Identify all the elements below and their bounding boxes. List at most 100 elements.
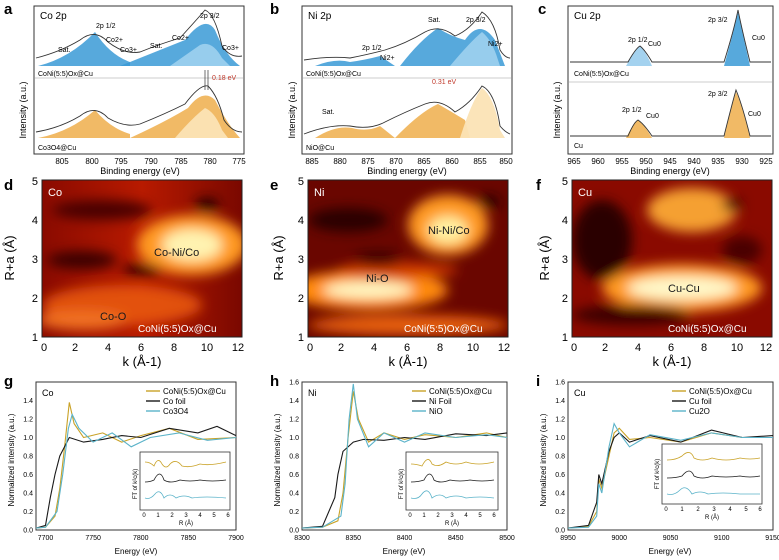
panel-a: a Intensity (a.u.) Co 2p 0.18 eV CoNi(5:… — [4, 1, 246, 176]
xtick-i-2: 9050 — [663, 535, 679, 542]
xtick-b-5: 860 — [445, 157, 459, 166]
legend-g-label-2: Co3O4 — [163, 407, 189, 416]
inset-g-ylabel: FT of k²c(k) — [133, 469, 139, 500]
xtick-f-6: 12 — [760, 342, 772, 354]
peak-b-2p12: 2p 1/2 — [362, 45, 382, 52]
panel-letter-a: a — [4, 1, 13, 18]
ytick-h-0: 0.0 — [289, 528, 299, 535]
xlabel-g: Energy (eV) — [115, 547, 158, 556]
xtick-d-1: 2 — [72, 342, 78, 354]
inset-g-t0: 0 — [142, 513, 146, 519]
ytick-e-5: 5 — [298, 176, 304, 188]
ytick-i-3: 0.6 — [555, 472, 565, 479]
ylabel-a: Intensity (a.u.) — [18, 81, 28, 138]
xtick-i-3: 9100 — [714, 535, 730, 542]
ytick-g-1: 0.2 — [23, 509, 33, 516]
inset-h-sample — [410, 459, 495, 467]
inset-g-ticks: 0 1 2 3 4 5 6 — [142, 513, 230, 519]
ytick-f-3: 3 — [562, 254, 568, 266]
sample-label-a-bot: Co3O4@Cu — [38, 145, 76, 152]
plot-frame-i — [567, 381, 774, 531]
sample-label-a-top: CoNi(5:5)Ox@Cu — [38, 71, 93, 78]
fill-c-top-1 — [626, 46, 652, 66]
inset-h-oxide — [410, 490, 495, 499]
xticks-d: 0 2 4 6 8 10 12 — [41, 342, 244, 354]
peak-c-2p12: 2p 1/2 — [628, 37, 648, 44]
heatmap-tag-e: Ni — [314, 187, 324, 199]
xtick-i-4: 9150 — [765, 535, 779, 542]
ytick-i-8: 1.6 — [555, 380, 565, 387]
xtick-a-2: 795 — [114, 157, 128, 166]
inset-i-t6: 6 — [758, 507, 762, 513]
series-g-1 — [35, 425, 237, 529]
ytick-h-5: 1.0 — [289, 435, 299, 442]
panel-tag-h: Ni — [308, 388, 317, 398]
ytick-d-2: 2 — [32, 293, 38, 305]
inset-h-t6: 6 — [492, 513, 496, 519]
ytick-h-3: 0.6 — [289, 472, 299, 479]
xtick-c-8: 925 — [759, 157, 773, 166]
sample-label-b-top: CoNi(5:5)Ox@Cu — [306, 71, 361, 78]
inset-g-oxide — [144, 491, 227, 499]
xtick-h-1: 8350 — [345, 535, 361, 542]
spectrum-c-bot — [570, 88, 771, 137]
legend-g-label-0: CoNi(5:5)Ox@Cu — [163, 387, 226, 396]
plot-frame-c — [567, 5, 774, 155]
peak-b-ni2: Ni2+ — [380, 55, 395, 62]
plot-frame-a — [33, 5, 245, 155]
xtick-d-4: 8 — [171, 342, 177, 354]
spectrum-b-top — [303, 11, 511, 61]
ytick-d-5: 5 — [32, 176, 38, 188]
series-g — [35, 402, 237, 529]
heatmap-ann1-d: Co-Ni/Co — [154, 247, 199, 259]
ytick-e-2: 2 — [298, 293, 304, 305]
series-h — [301, 383, 508, 529]
series-h-1 — [301, 432, 508, 529]
legend-h-label-0: CoNi(5:5)Ox@Cu — [429, 387, 492, 396]
ytick-e-3: 3 — [298, 254, 304, 266]
spectrum-b-bot — [303, 85, 511, 135]
heatmap-frame-e — [307, 179, 509, 338]
heatmap-sample-e: CoNi(5:5)Ox@Cu — [404, 324, 483, 335]
peak-a-co3: Co3+ — [120, 47, 137, 54]
heatmap-ann2-e: Ni-O — [366, 273, 389, 285]
xtick-d-3: 6 — [138, 342, 144, 354]
xlabel-i: Energy (eV) — [649, 547, 692, 556]
fill-b-bot-1 — [315, 126, 395, 138]
ylabel-h: Normalized intensity (a.u.) — [273, 413, 282, 506]
yticks-g: 0.0 0.2 0.4 0.6 0.8 1.0 1.2 1.4 — [23, 398, 33, 535]
inset-h-t0: 0 — [408, 513, 412, 519]
peak-a-2p12: 2p 1/2 — [96, 23, 116, 30]
yticks-e: 1 2 3 4 5 — [298, 176, 304, 344]
ytick-h-6: 1.2 — [289, 417, 299, 424]
fill-b-top-1 — [315, 56, 395, 66]
xtick-a-0: 805 — [55, 157, 69, 166]
panel-tag-c: Cu 2p — [574, 11, 601, 22]
ytick-g-6: 1.2 — [23, 417, 33, 424]
ytick-g-5: 1.0 — [23, 435, 33, 442]
xticks-h: 8300 8350 8400 8450 8500 — [294, 535, 515, 542]
peak-b-2p32: 2p 3/2 — [466, 17, 486, 24]
ytick-h-8: 1.6 — [289, 380, 299, 387]
heatmap-tag-f: Cu — [578, 187, 592, 199]
inset-i-t3: 3 — [712, 507, 716, 513]
xtick-f-4: 8 — [701, 342, 707, 354]
fill-a-top-1 — [38, 32, 130, 66]
series-i-2 — [567, 422, 773, 529]
ytick-g-7: 1.4 — [23, 398, 33, 405]
inset-i-ticks: 0 1 2 3 4 5 6 — [664, 507, 762, 513]
xtick-b-2: 875 — [361, 157, 375, 166]
panel-letter-c: c — [538, 1, 546, 18]
inset-i-t5: 5 — [744, 507, 748, 513]
legend-g: CoNi(5:5)Ox@Cu Co foil Co3O4 — [146, 387, 226, 416]
series-i — [567, 422, 774, 529]
heatmap-ann1-f: Cu-Cu — [668, 283, 700, 295]
xtick-b-4: 865 — [417, 157, 431, 166]
ytick-f-2: 2 — [562, 293, 568, 305]
ytick-f-5: 5 — [562, 176, 568, 188]
legend-g-label-1: Co foil — [163, 397, 186, 406]
yticks-i: 0.0 0.2 0.4 0.6 0.8 1.0 1.2 1.4 1.6 — [555, 380, 565, 535]
xtick-c-3: 950 — [639, 157, 653, 166]
spectrum-c-top — [570, 9, 771, 63]
panel-b: b Intensity (a.u.) Ni 2p 0.31 eV CoNi(5:… — [270, 1, 513, 176]
